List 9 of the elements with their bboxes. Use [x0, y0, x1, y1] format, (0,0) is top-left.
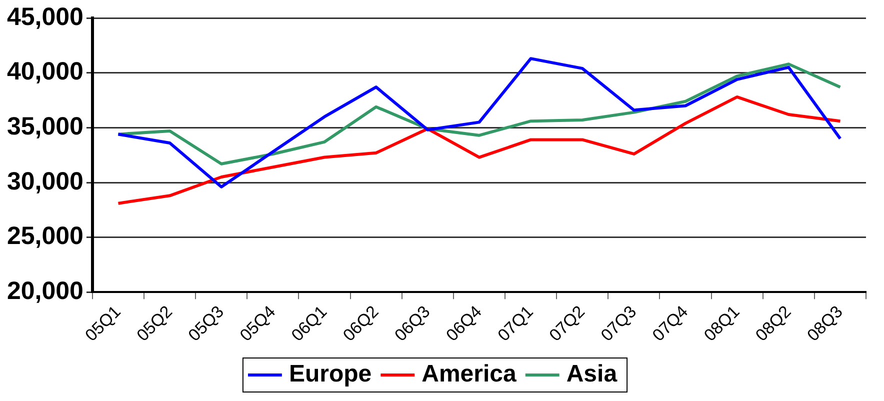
y-tick-label: 25,000 [6, 222, 84, 250]
legend-label: Asia [566, 360, 618, 388]
y-tick-label: 30,000 [6, 167, 84, 196]
y-tick-label: 35,000 [6, 112, 84, 141]
legend-label: Europe [288, 360, 372, 388]
legend-label: America [422, 360, 518, 388]
y-tick-label: 45,000 [6, 2, 84, 31]
y-tick-label: 40,000 [6, 58, 84, 86]
y-tick-label: 20,000 [6, 277, 84, 306]
